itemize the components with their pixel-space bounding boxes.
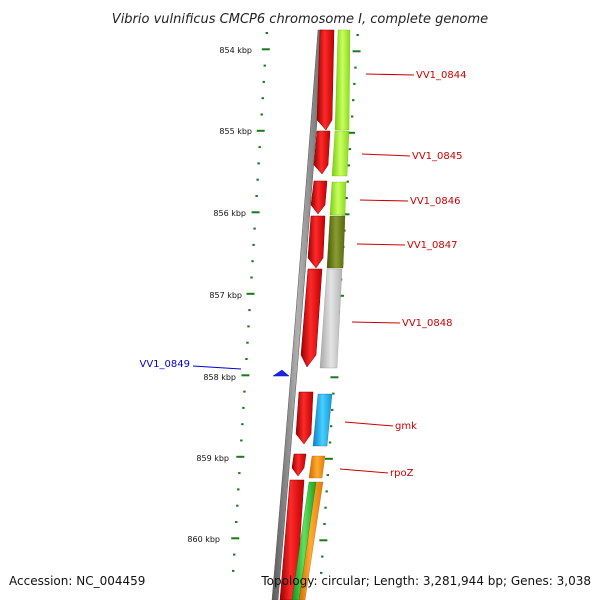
scale-labels: 854 kbp 855 kbp 856 kbp 857 kbp 858 kbp … — [187, 46, 252, 544]
gene-arrow-rpoz-strand[interactable] — [291, 453, 307, 477]
scale-label: 855 kbp — [219, 127, 252, 136]
gene-label-vv1-0849[interactable]: VV1_0849 — [140, 359, 191, 370]
gene-label-vv1-0845[interactable]: VV1_0845 — [412, 151, 463, 162]
scale-label: 856 kbp — [213, 209, 246, 218]
map-title: Vibrio vulnificus CMCP6 chromosome I, co… — [112, 12, 488, 27]
gene-arrow-vv1-0848[interactable] — [300, 268, 323, 368]
scale-label: 858 kbp — [203, 373, 236, 382]
feature-block-green-lower[interactable] — [291, 481, 317, 600]
gene-label-vv1-0846[interactable]: VV1_0846 — [410, 196, 461, 207]
gene-label-rpoz[interactable]: rpoZ — [390, 468, 414, 479]
leader-line — [351, 321, 401, 324]
feature-block-vv1-0845[interactable] — [331, 130, 350, 177]
gene-label-vv1-0844[interactable]: VV1_0844 — [416, 70, 467, 81]
gene-callouts: VV1_0844 VV1_0845 VV1_0846 VV1_0847 VV1_… — [140, 70, 467, 479]
feature-block-vv1-0846[interactable] — [329, 181, 347, 216]
gene-arrow-gmk-strand[interactable] — [295, 391, 314, 445]
topology-text: Topology: circular; Length: 3,281,944 bp… — [260, 574, 591, 588]
gene-arrow-vv1-0844[interactable] — [316, 29, 335, 131]
leader-line — [344, 421, 394, 427]
gene-label-vv1-0848[interactable]: VV1_0848 — [402, 318, 453, 329]
gene-arrow-vv1-0847[interactable] — [307, 215, 326, 269]
leader-line — [192, 365, 242, 370]
gene-label-vv1-0847[interactable]: VV1_0847 — [407, 240, 458, 251]
leader-line — [359, 199, 409, 202]
scale-label: 859 kbp — [196, 454, 229, 463]
chromosome-backbone — [271, 29, 325, 600]
leader-line — [356, 243, 406, 246]
gene-arrow-vv1-0849[interactable] — [272, 369, 290, 377]
forward-strand-genes — [279, 29, 335, 600]
gene-arrow-vv1-0845[interactable] — [313, 130, 331, 175]
scale-label: 854 kbp — [219, 46, 252, 55]
feature-block-vv1-0848[interactable] — [319, 268, 343, 369]
scale-label: 857 kbp — [209, 291, 242, 300]
gene-arrow-vv1-0846[interactable] — [310, 180, 328, 215]
leader-line — [339, 468, 389, 474]
feature-block-gmk[interactable] — [312, 393, 333, 447]
feature-block-vv1-0844[interactable] — [334, 29, 351, 131]
scale-label: 860 kbp — [187, 535, 220, 544]
leader-line — [365, 73, 415, 76]
gene-label-gmk[interactable]: gmk — [395, 421, 417, 432]
feature-blocks — [291, 29, 351, 600]
feature-block-rpoz[interactable] — [308, 455, 326, 479]
accession-text: Accession: NC_004459 — [9, 574, 145, 588]
feature-block-vv1-0847[interactable] — [326, 215, 346, 269]
leader-line — [361, 153, 411, 157]
